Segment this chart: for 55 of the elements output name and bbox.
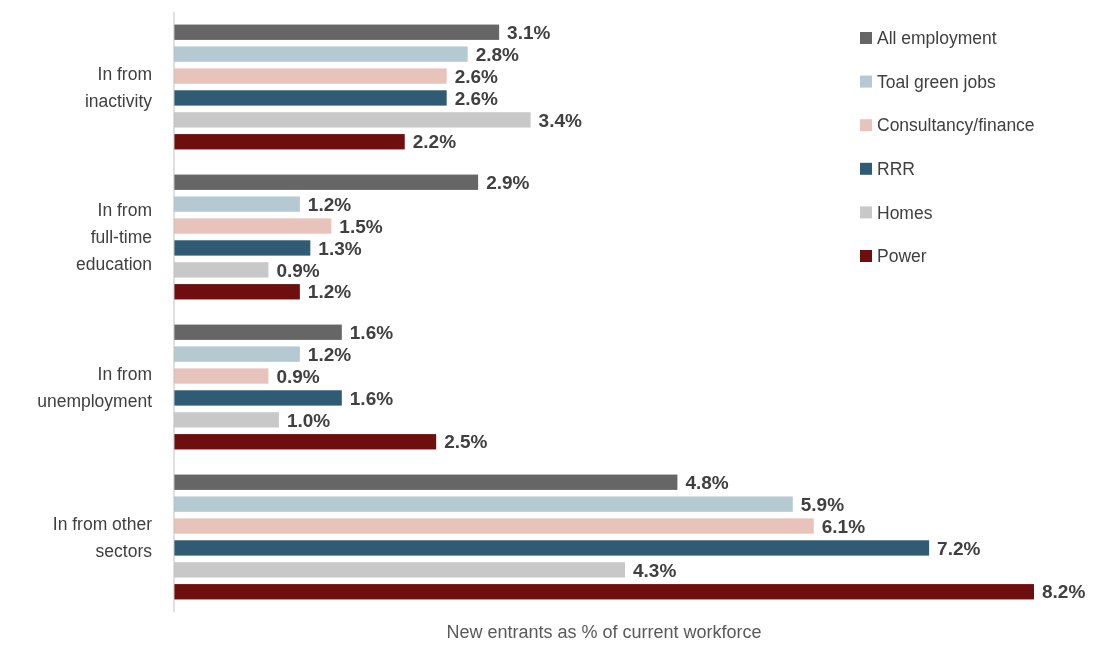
legend-label: RRR — [877, 158, 915, 179]
data-label: 8.2% — [1042, 581, 1086, 603]
x-axis-title: New entrants as % of current workforce — [446, 622, 762, 642]
legend-label: Homes — [877, 202, 933, 223]
y-tick-label: In from other sectors — [52, 513, 153, 561]
data-label: 3.4% — [538, 109, 582, 131]
bar — [174, 518, 814, 534]
data-label: 6.1% — [821, 515, 866, 537]
legend-label: All employment — [877, 28, 997, 49]
bar — [174, 24, 500, 40]
data-label: 2.6% — [454, 65, 499, 87]
bar — [174, 434, 437, 450]
data-label: 1.2% — [307, 281, 352, 303]
bar — [174, 324, 342, 340]
bar — [174, 584, 1034, 600]
data-label: 1.5% — [339, 215, 383, 237]
bar — [174, 474, 678, 490]
data-label: 1.6% — [349, 387, 394, 409]
bar — [174, 390, 342, 406]
legend-label: Consultancy/finance — [877, 115, 1035, 136]
bar — [174, 218, 332, 234]
data-label: 2.2% — [412, 131, 457, 153]
bar — [174, 540, 930, 556]
bar — [174, 68, 447, 84]
bar — [174, 496, 793, 512]
bar — [174, 134, 405, 150]
legend-label: Power — [877, 246, 927, 267]
bar — [174, 284, 300, 300]
y-tick-label: In from full-time education — [76, 200, 152, 275]
data-label: 5.9% — [800, 493, 845, 515]
legend-label: Toal green jobs — [877, 71, 996, 92]
bar — [174, 90, 447, 106]
data-label: 2.8% — [475, 43, 520, 65]
data-label: 1.2% — [307, 193, 352, 215]
data-label: 4.8% — [685, 471, 729, 493]
data-label: 2.5% — [444, 431, 488, 453]
data-label: 0.9% — [276, 365, 320, 387]
data-label: 7.2% — [937, 537, 981, 559]
bar — [174, 46, 468, 62]
data-label: 1.0% — [286, 409, 331, 431]
bar — [174, 196, 300, 212]
data-label: 0.9% — [276, 259, 320, 281]
data-label: 1.6% — [349, 321, 394, 343]
data-label: 1.3% — [318, 237, 362, 259]
bar — [174, 346, 300, 362]
y-tick-label: In from unemployment — [37, 363, 153, 411]
data-label: 1.2% — [307, 343, 352, 365]
data-label: 2.6% — [454, 87, 499, 109]
y-tick-label: In from inactivity — [84, 63, 153, 111]
bar — [174, 368, 269, 384]
data-label: 4.3% — [632, 559, 677, 581]
bar — [174, 174, 479, 190]
bar — [174, 240, 311, 256]
data-label: 3.1% — [507, 21, 551, 43]
data-label: 2.9% — [486, 171, 530, 193]
